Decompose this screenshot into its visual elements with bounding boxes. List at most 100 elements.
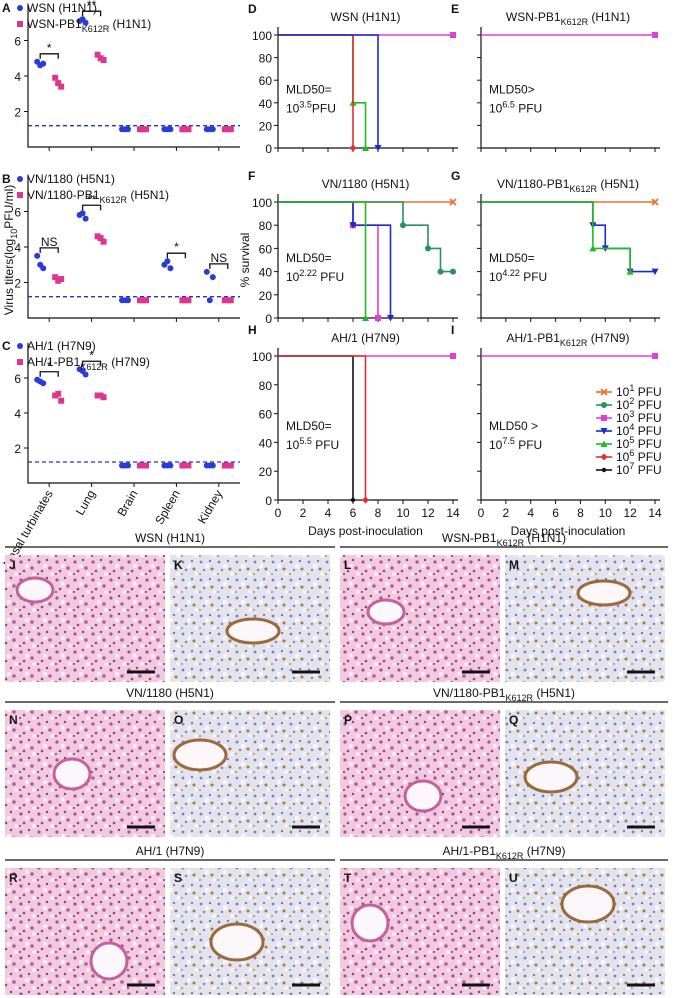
- annotation-part: PFU: [312, 102, 336, 116]
- legend-label-part: 3: [629, 409, 634, 419]
- chart-title: VN/1180 (H5N1): [322, 177, 410, 191]
- data-point: [82, 215, 89, 222]
- survival-point: [349, 144, 357, 152]
- panel-letter: R: [9, 871, 18, 885]
- survival-point: [374, 145, 382, 152]
- axis: [27, 343, 240, 484]
- data-point: [55, 390, 62, 397]
- data-point: [79, 210, 86, 217]
- chart-title: AH/1-PB1K612R (H7N9): [507, 331, 630, 348]
- micrograph: [5, 868, 165, 995]
- significance-bracket: [81, 360, 102, 367]
- survival-point: [362, 144, 369, 151]
- annotation-part: 10: [489, 270, 503, 284]
- legend-marker: [17, 21, 23, 27]
- data-point: [52, 74, 59, 81]
- data-point: [122, 126, 128, 133]
- annotation-part: 5.5: [299, 436, 312, 446]
- x-tick-label: 8: [577, 506, 584, 520]
- data-point: [100, 238, 107, 245]
- survival-point: [437, 268, 444, 275]
- survival-point: [651, 198, 659, 206]
- panel-letter: G: [451, 169, 460, 183]
- data-point: [122, 297, 128, 304]
- data-point: [182, 462, 189, 469]
- survival-line: [278, 201, 367, 318]
- legend-marker: [600, 440, 608, 447]
- annotation: MLD50 >: [489, 419, 538, 433]
- data-point: [140, 462, 146, 469]
- panel-letter: D: [248, 2, 257, 16]
- panel-letter: T: [344, 871, 352, 885]
- survival-point: [375, 315, 381, 321]
- data-point: [224, 126, 231, 133]
- panel-letter: P: [344, 713, 352, 727]
- legend-marker: [601, 467, 607, 473]
- y-tick-label: 100: [252, 196, 272, 210]
- data-point: [97, 55, 104, 62]
- legend-label: 101 PFU: [616, 383, 662, 399]
- annotation-part: PFU: [515, 438, 542, 452]
- panel-letter: L: [344, 558, 351, 572]
- annotation: MLD50>: [489, 83, 535, 97]
- survival-point: [450, 32, 456, 38]
- legend-label-part: 10: [616, 450, 630, 464]
- legend-label: WSN (H1N1): [27, 1, 97, 15]
- annotation: 106.5 PFU: [489, 100, 542, 116]
- x-axis-label: Days post-inoculation: [511, 524, 626, 538]
- legend-label: 103 PFU: [616, 409, 662, 425]
- annotation-part: PFU: [520, 270, 547, 284]
- legend-label-part: 5: [629, 435, 634, 445]
- significance-label: *: [174, 240, 179, 254]
- airway: [403, 779, 443, 813]
- legend-label-part: (H5N1): [127, 188, 169, 202]
- data-point: [55, 80, 62, 87]
- legend-marker: [601, 402, 607, 408]
- legend-label-part: (H7N9): [108, 355, 150, 369]
- legend-label: 107 PFU: [616, 461, 662, 477]
- survival-point: [400, 222, 406, 229]
- micrograph: [340, 555, 500, 682]
- x-tick-label: Brain: [114, 488, 140, 519]
- y-tick-label: 60: [259, 242, 273, 256]
- chart-title-part: K612R: [561, 17, 589, 27]
- micrograph: [170, 710, 330, 837]
- x-tick-label: 10: [599, 506, 613, 520]
- chart-title-part: (H7N9): [587, 331, 629, 345]
- y-axis-label-part: Virus titers(log: [2, 239, 16, 315]
- legend-label-part: (H1N1): [109, 17, 151, 31]
- airway: [576, 579, 632, 607]
- panel-title: VN/1180 (H5N1): [126, 686, 214, 700]
- chart-title-part: VN/1180 (H5N1): [322, 177, 410, 191]
- airway: [366, 598, 406, 626]
- data-point: [55, 277, 62, 284]
- panel-letter: C: [2, 339, 11, 353]
- chart-title-part: K612R: [569, 184, 597, 194]
- legend-marker: [17, 192, 23, 198]
- legend-label: 105 PFU: [616, 435, 662, 451]
- annotation-part: 10: [489, 102, 503, 116]
- y-tick-label: 20: [259, 119, 273, 133]
- legend-label: WSN-PB1K612R (H1N1): [27, 17, 151, 34]
- data-point: [140, 126, 146, 133]
- panel-letter: B: [2, 172, 11, 186]
- x-tick-label: 14: [446, 506, 460, 520]
- survival-line: [278, 201, 453, 273]
- panel-letter: U: [509, 871, 518, 885]
- airway: [89, 941, 129, 981]
- x-tick-label: 2: [503, 506, 510, 520]
- airway: [350, 903, 390, 943]
- survival-point: [387, 315, 394, 322]
- panel-title-part: K612R: [505, 693, 533, 703]
- y-tick-label: 4: [14, 407, 21, 421]
- airway: [15, 576, 55, 604]
- legend-label: 106 PFU: [616, 448, 662, 464]
- y-tick-label: 100: [252, 350, 272, 364]
- data-point: [52, 274, 59, 281]
- airway: [225, 617, 281, 645]
- x-tick-label: Lung: [73, 488, 98, 518]
- y-tick-label: 60: [259, 74, 273, 88]
- airway: [209, 922, 265, 962]
- data-point: [79, 16, 86, 23]
- x-axis-label: Days post-inoculation: [308, 524, 423, 538]
